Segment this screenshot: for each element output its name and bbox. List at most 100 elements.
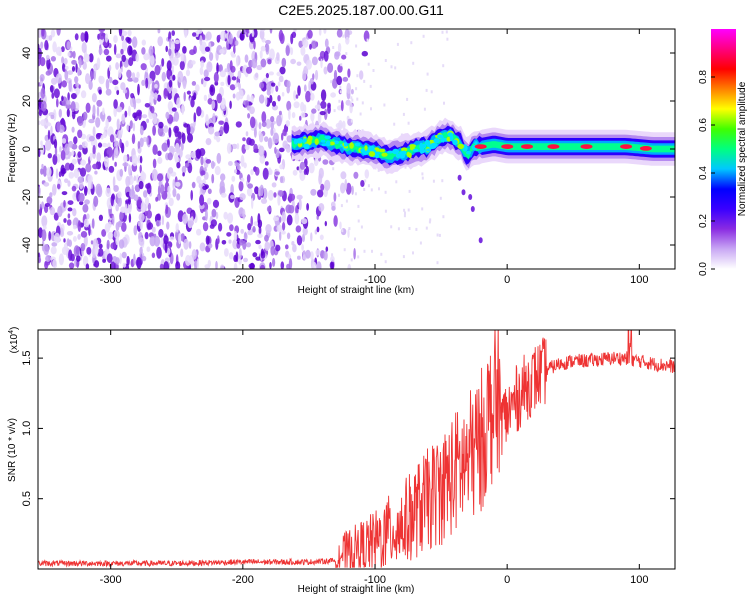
spectrogram-noise-cell xyxy=(133,225,138,236)
spectrogram-noise-cell xyxy=(438,233,441,237)
spectrogram-noise-cell xyxy=(157,157,163,164)
spectrogram-noise-cell xyxy=(116,118,120,130)
spectrogram-noise-cell xyxy=(98,29,105,32)
spectrogram-noise-cell xyxy=(56,29,61,36)
spectrogram-noise-cell xyxy=(160,184,165,195)
spectrogram-noise-cell xyxy=(206,197,212,205)
spectrogram-noise-cell xyxy=(41,201,45,210)
spectrogram-hotspot xyxy=(501,144,514,150)
spectrogram-noise-cell xyxy=(86,247,92,255)
snr-y-tick-label: 1.5 xyxy=(21,350,33,365)
spectrogram-noise-cell xyxy=(255,239,261,245)
spectrogram-noise-cell xyxy=(196,228,202,236)
spectrogram-noise-cell xyxy=(228,239,232,244)
spectrogram-noise-cell xyxy=(106,55,112,62)
spectrogram-noise-cell xyxy=(264,136,269,143)
spectrogram-noise-cell xyxy=(266,206,272,213)
snr-frame xyxy=(37,329,676,570)
spectrogram-noise-cell xyxy=(128,196,131,205)
spectrogram-noise-cell xyxy=(355,44,358,48)
spectrogram-noise-cell xyxy=(152,144,158,155)
spectrogram-noise-cell xyxy=(44,40,49,51)
spectrogram-noise-cell xyxy=(102,107,105,116)
spectrogram-noise-cell xyxy=(239,193,246,201)
spectrogram-noise-cell xyxy=(264,241,270,251)
spectrogram-noise-cell xyxy=(364,169,370,179)
spectrogram-tail-point xyxy=(478,237,483,244)
spectrogram-noise-cell xyxy=(421,176,424,180)
spectrogram-noise-cell xyxy=(180,248,184,258)
spectrogram-noise-cell xyxy=(189,126,195,135)
snr-plot-area xyxy=(38,330,675,569)
spectrogram-noise-cell xyxy=(346,82,352,95)
spectrogram-noise-cell xyxy=(216,152,222,164)
spectrogram-noise-cell xyxy=(200,170,206,176)
spectrogram-noise-cell xyxy=(161,215,165,226)
spectrogram-noise-cell xyxy=(205,46,210,52)
spectrogram-noise-cell xyxy=(198,183,202,189)
spectrogram-noise-cell xyxy=(77,234,81,240)
spectrogram-noise-cell xyxy=(156,94,162,102)
spectrogram-noise-cell xyxy=(305,90,311,103)
spectrogram-noise-cell xyxy=(280,261,285,269)
spectrogram-noise-cell xyxy=(357,255,360,259)
spectrogram-noise-cell xyxy=(121,54,126,63)
spectrogram-noise-cell xyxy=(345,99,351,106)
spectrogram-noise-cell xyxy=(196,258,199,269)
spectrogram-noise-cell xyxy=(125,36,131,43)
spectrogram-noise-cell xyxy=(78,144,83,151)
spectrogram-noise-cell xyxy=(250,95,255,103)
spectrogram-noise-cell xyxy=(185,254,191,267)
spectrogram-noise-cell xyxy=(161,58,165,67)
spectrogram-noise-cell xyxy=(116,89,120,96)
spectrogram-noise-cell xyxy=(61,138,67,144)
spectrogram-noise-cell xyxy=(310,232,313,242)
spectrogram-noise-cell xyxy=(421,172,424,176)
spectrogram-noise-cell xyxy=(270,116,275,123)
spectrogram-noise-cell xyxy=(441,30,444,34)
spectrogram-noise-cell xyxy=(275,244,281,252)
spectrogram-noise-cell xyxy=(269,48,275,61)
spectrogram-noise-cell xyxy=(320,183,325,191)
spectrogram-noise-cell xyxy=(182,80,187,90)
spectrogram-noise-cell xyxy=(156,246,162,259)
spectrogram-noise-cell xyxy=(268,71,274,76)
spectrogram-noise-cell xyxy=(72,208,77,217)
spectrogram-noise-cell xyxy=(269,94,273,104)
spectrogram-noise-cell xyxy=(77,220,82,232)
spectrogram-noise-cell xyxy=(356,74,359,78)
spectrogram-noise-cell xyxy=(176,193,181,201)
spectrogram-noise-cell xyxy=(157,36,163,47)
spectrogram-noise-cell xyxy=(332,167,335,171)
spectrogram-noise-cell xyxy=(135,98,142,104)
spectrogram-noise-cell xyxy=(367,184,370,188)
spectrogram-noise-cell xyxy=(126,208,132,214)
spectrogram-noise-cell xyxy=(133,99,137,110)
spectrogram-noise-cell xyxy=(92,104,96,117)
spectrogram-noise-cell xyxy=(104,33,109,43)
spectrogram-noise-cell xyxy=(141,79,146,86)
spectrogram-noise-cell xyxy=(67,180,71,187)
spectrogram-noise-cell xyxy=(231,175,236,182)
spectrogram-noise-cell xyxy=(211,100,216,110)
spectrogram-noise-cell xyxy=(168,167,174,174)
spectrogram-noise-cell xyxy=(310,92,315,101)
spectrogram-noise-cell xyxy=(89,152,93,162)
spectrogram-noise-cell xyxy=(171,107,177,112)
spectrogram-noise-cell xyxy=(299,161,306,170)
spectrogram-noise-cell xyxy=(350,88,354,95)
spectrogram-noise-cell xyxy=(175,261,181,269)
spectrogram-signal-blob xyxy=(419,142,424,150)
spectrogram-noise-cell xyxy=(103,48,110,56)
spectrogram-noise-cell xyxy=(82,111,88,121)
spectrogram-noise-cell xyxy=(350,96,353,100)
spectrogram-noise-cell xyxy=(65,103,72,110)
spectrogram-noise-cell xyxy=(319,111,326,116)
spectrogram-noise-cell xyxy=(70,101,76,113)
spectrogram-noise-cell xyxy=(148,45,154,56)
spectrogram-noise-cell xyxy=(323,29,327,34)
spectrogram-noise-cell xyxy=(267,189,274,201)
spectrogram-noise-cell xyxy=(137,220,141,227)
spectrogram-noise-cell xyxy=(219,180,225,192)
spectrogram-noise-cell xyxy=(272,257,276,267)
